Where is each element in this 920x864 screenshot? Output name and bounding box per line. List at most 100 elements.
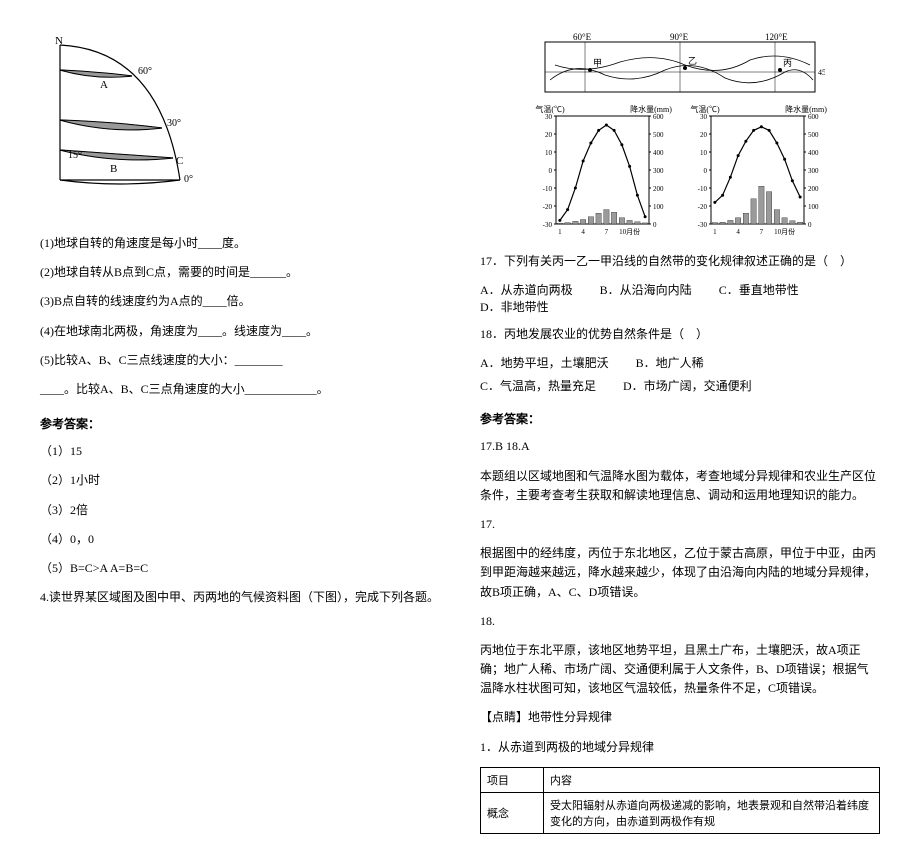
tip-title: 【点睛】地带性分异规律 (480, 708, 880, 727)
question-2: (2)地球自转从B点到C点，需要的时间是______。 (40, 263, 440, 282)
q18-opt-d: D．市场广阔，交通便利 (623, 377, 752, 394)
svg-text:1: 1 (558, 228, 562, 236)
svg-text:200: 200 (808, 185, 819, 193)
svg-text:C: C (176, 155, 183, 167)
explain-17: 根据图中的经纬度，丙位于东北地区，乙位于蒙古高原，甲位于中亚，由丙到甲距海越来越… (480, 544, 880, 602)
svg-text:7: 7 (760, 228, 764, 236)
explain-18: 丙地位于东北平原，该地区地势平坦，且黑土广布，土壤肥沃，故A项正确；地广人稀、市… (480, 641, 880, 699)
svg-text:400: 400 (653, 149, 664, 157)
explain-17-head: 17. (480, 515, 880, 534)
q18-opt-a: A．地势平坦，土壤肥沃 (480, 354, 609, 371)
svg-text:-30: -30 (543, 221, 553, 229)
svg-text:60°: 60° (138, 66, 152, 77)
question-5a: (5)比较A、B、C三点线速度的大小：________ (40, 351, 440, 370)
answer-2: （2）1小时 (40, 471, 440, 490)
svg-text:乙: 乙 (688, 56, 697, 66)
svg-text:10: 10 (700, 149, 708, 157)
svg-text:300: 300 (653, 167, 664, 175)
svg-text:-10: -10 (698, 185, 708, 193)
map-and-charts: 60°E 90°E 120°E 45°N 甲 乙 丙 3020100-10-20… (480, 30, 880, 242)
svg-text:0: 0 (704, 167, 708, 175)
svg-text:200: 200 (653, 185, 664, 193)
svg-text:45°N: 45°N (818, 68, 825, 77)
svg-text:-20: -20 (543, 203, 553, 211)
explain-intro: 本题组以区域地图和气温降水图为载体，考查地域分异规律和农业生产区位条件，主要考查… (480, 467, 880, 505)
globe-diagram: N A B C 60° 30° 15° 0° (40, 30, 440, 204)
answer-1: （1）15 (40, 442, 440, 461)
svg-text:10月份: 10月份 (774, 227, 795, 236)
svg-text:30°: 30° (167, 118, 181, 129)
answer-5: （5）B=C>A A=B=C (40, 559, 440, 578)
q17-opt-a: A．从赤道向两极 (480, 281, 573, 298)
svg-text:甲: 甲 (593, 58, 602, 68)
answer-title-right: 参考答案： (480, 410, 880, 427)
svg-text:600: 600 (808, 113, 819, 121)
explain-18-head: 18. (480, 612, 880, 631)
q18-opt-c: C．气温高，热量充足 (480, 377, 596, 394)
answer-4: （4）0，0 (40, 530, 440, 549)
svg-text:丙: 丙 (783, 58, 792, 68)
question-5b: ____。比较A、B、C三点角速度的大小____________。 (40, 380, 440, 399)
svg-text:400: 400 (808, 149, 819, 157)
q17-opt-b: B．从沿海向内陆 (600, 281, 692, 298)
svg-text:0°: 0° (184, 174, 193, 185)
question-4-intro: 4.读世界某区域图及图中甲、丙两地的气候资料图（下图），完成下列各题。 (40, 588, 440, 607)
svg-text:0: 0 (549, 167, 553, 175)
table-cell-0-1: 受太阳辐射从赤道向两极递减的影响，地表景观和自然带沿着纬度变化的方向，由赤道到两… (544, 792, 880, 833)
left-column: N A B C 60° 30° 15° 0° (1)地球自转的角速度是每小时__… (40, 30, 440, 834)
question-18: 18．丙地发展农业的优势自然条件是（ ） (480, 325, 880, 344)
svg-text:30: 30 (700, 113, 708, 121)
svg-text:降水量(mm): 降水量(mm) (630, 104, 672, 114)
q18-options-1: A．地势平坦，土壤肥沃 B．地广人稀 (480, 354, 880, 371)
svg-text:降水量(mm): 降水量(mm) (785, 104, 827, 114)
question-17: 17．下列有关丙一乙一甲沿线的自然带的变化规律叙述正确的是（ ） (480, 252, 880, 271)
svg-text:气温(℃): 气温(℃) (690, 104, 720, 114)
svg-text:4: 4 (581, 228, 585, 236)
question-1: (1)地球自转的角速度是每小时____度。 (40, 234, 440, 253)
answer-line: 17.B 18.A (480, 437, 880, 456)
table-cell-0-0: 概念 (481, 792, 544, 833)
climate-chart-left: 3020100-10-20-306005004003002001000气温(℃)… (530, 102, 675, 242)
svg-text:500: 500 (808, 131, 819, 139)
zonation-table: 项目 内容 概念 受太阳辐射从赤道向两极递减的影响，地表景观和自然带沿着纬度变化… (480, 767, 880, 834)
svg-text:A: A (100, 79, 108, 91)
svg-text:60°E: 60°E (573, 32, 592, 42)
answer-title-left: 参考答案： (40, 415, 440, 432)
svg-text:300: 300 (808, 167, 819, 175)
svg-text:30: 30 (545, 113, 553, 121)
svg-text:500: 500 (653, 131, 664, 139)
svg-text:0: 0 (653, 221, 657, 229)
climate-chart-right: 3020100-10-20-306005004003002001000气温(℃)… (685, 102, 830, 242)
svg-text:600: 600 (653, 113, 664, 121)
svg-text:-10: -10 (543, 185, 553, 193)
svg-text:10: 10 (545, 149, 553, 157)
table-header-0: 项目 (481, 767, 544, 792)
svg-text:100: 100 (808, 203, 819, 211)
svg-text:20: 20 (700, 131, 708, 139)
svg-text:B: B (110, 163, 117, 175)
svg-text:1: 1 (713, 228, 717, 236)
svg-text:-20: -20 (698, 203, 708, 211)
q18-opt-b: B．地广人稀 (636, 354, 704, 371)
svg-text:15°: 15° (68, 150, 82, 161)
svg-text:气温(℃): 气温(℃) (535, 104, 565, 114)
question-4: (4)在地球南北两极，角速度为____。线速度为____。 (40, 322, 440, 341)
answer-3: （3）2倍 (40, 501, 440, 520)
svg-text:20: 20 (545, 131, 553, 139)
svg-text:7: 7 (605, 228, 609, 236)
svg-text:10月份: 10月份 (619, 227, 640, 236)
svg-text:N: N (55, 35, 63, 47)
right-column: 60°E 90°E 120°E 45°N 甲 乙 丙 3020100-10-20… (480, 30, 880, 834)
q17-opt-c: C．垂直地带性 (719, 281, 799, 298)
tip-sub: 1．从赤道到两极的地域分异规律 (480, 738, 880, 757)
table-header-1: 内容 (544, 767, 880, 792)
svg-text:0: 0 (808, 221, 812, 229)
region-map: 60°E 90°E 120°E 45°N 甲 乙 丙 (535, 30, 825, 102)
q17-opt-d: D．非地带性 (480, 298, 549, 315)
svg-text:-30: -30 (698, 221, 708, 229)
q18-options-2: C．气温高，热量充足 D．市场广阔，交通便利 (480, 377, 880, 394)
svg-text:120°E: 120°E (765, 32, 788, 42)
svg-text:100: 100 (653, 203, 664, 211)
svg-text:90°E: 90°E (670, 32, 689, 42)
svg-text:4: 4 (736, 228, 740, 236)
